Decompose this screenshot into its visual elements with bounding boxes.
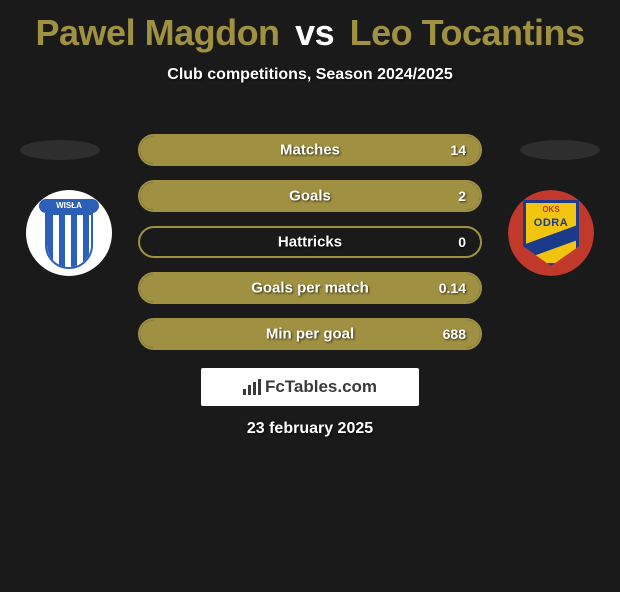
odra-oks-text: OKS: [526, 205, 576, 214]
stat-row-matches: Matches 14: [138, 134, 482, 166]
stat-value: 2: [458, 188, 466, 204]
date-text: 23 february 2025: [0, 420, 620, 438]
stat-label: Min per goal: [266, 326, 354, 343]
stat-row-min-per-goal: Min per goal 688: [138, 318, 482, 350]
odra-shield: OKS ODRA: [523, 200, 579, 266]
stat-value: 0: [458, 234, 466, 250]
vs-separator: vs: [295, 12, 334, 53]
branding-link[interactable]: FcTables.com: [201, 368, 419, 406]
odra-badge: OKS ODRA: [508, 190, 594, 276]
player2-name: Leo Tocantins: [350, 12, 585, 53]
crest-shadow-left: [20, 140, 100, 160]
stat-label: Goals per match: [251, 280, 369, 297]
wisla-shield: WISŁA: [39, 197, 99, 269]
stat-label: Goals: [289, 188, 331, 205]
stat-label: Matches: [280, 142, 340, 159]
player1-name: Pawel Magdon: [36, 12, 280, 53]
stat-value: 688: [443, 326, 466, 342]
stat-row-hattricks: Hattricks 0: [138, 226, 482, 258]
wisla-stripes: [47, 215, 91, 267]
crest-shadow-right: [520, 140, 600, 160]
wisla-band-text: WISŁA: [39, 199, 99, 213]
comparison-card: Pawel Magdon vs Leo Tocantins Club compe…: [0, 12, 620, 592]
stat-row-goals: Goals 2: [138, 180, 482, 212]
branding-text: FcTables.com: [265, 377, 377, 397]
club-crest-right: OKS ODRA: [508, 190, 594, 276]
stat-row-goals-per-match: Goals per match 0.14: [138, 272, 482, 304]
stats-list: Matches 14 Goals 2 Hattricks 0 Goals per…: [138, 134, 482, 364]
stat-value: 14: [450, 142, 466, 158]
club-crest-left: WISŁA: [26, 190, 112, 276]
subtitle: Club competitions, Season 2024/2025: [0, 66, 620, 84]
stat-label: Hattricks: [278, 234, 342, 251]
page-title: Pawel Magdon vs Leo Tocantins: [0, 12, 620, 54]
bar-chart-icon: [243, 379, 261, 395]
stat-value: 0.14: [439, 280, 466, 296]
wisla-body: [45, 213, 93, 269]
